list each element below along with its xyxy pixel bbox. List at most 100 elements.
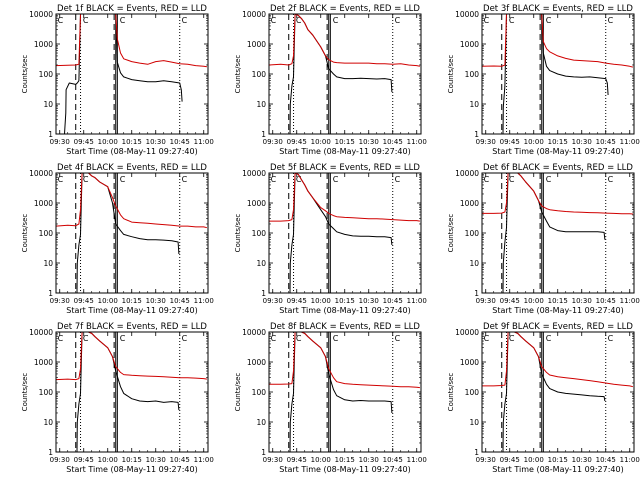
x-tick-label: 10:15 <box>548 138 568 146</box>
plot-frame <box>481 331 635 453</box>
marker-letter: C <box>608 175 614 184</box>
x-tick-label: 10:00 <box>524 297 544 305</box>
x-tick-label: 10:30 <box>572 456 592 464</box>
marker-letter: C <box>395 16 401 25</box>
marker-letter: C <box>271 334 277 343</box>
marker-letter: C <box>58 16 64 25</box>
x-tick-label: 10:45 <box>596 138 616 146</box>
x-tick-label: 10:45 <box>170 138 190 146</box>
y-tick-label: 1 <box>48 289 53 298</box>
x-tick-label: 09:30 <box>263 138 283 146</box>
y-tick-label: 1000 <box>460 40 479 49</box>
y-tick-label: 10000 <box>29 10 53 19</box>
marker-letter: C <box>271 175 277 184</box>
chart-title: Det 5f BLACK = Events, RED = LLD <box>270 163 420 173</box>
y-tick-label: 10000 <box>242 328 266 337</box>
series-line-red <box>269 172 420 222</box>
series-line-red <box>56 13 207 68</box>
chart-title: Det 4f BLACK = Events, RED = LLD <box>57 163 207 173</box>
marker-letter: C <box>120 16 126 25</box>
x-tick-label: 10:45 <box>383 138 403 146</box>
plot-frame <box>481 13 635 135</box>
x-tick-label: 10:00 <box>524 456 544 464</box>
x-tick-label: 09:30 <box>476 456 496 464</box>
y-tick-label: 10000 <box>455 10 479 19</box>
y-tick-label: 100 <box>465 388 480 397</box>
x-tick-label: 10:45 <box>170 297 190 305</box>
y-tick-label: 100 <box>39 70 54 79</box>
marker-letter: C <box>271 16 277 25</box>
y-tick-label: 10 <box>256 259 266 268</box>
y-tick-label: 1 <box>474 289 479 298</box>
marker-letter: C <box>120 175 126 184</box>
chart-panel: Det 6f BLACK = Events, RED = LLD Counts/s… <box>447 163 640 315</box>
x-tick-label: 10:30 <box>359 138 379 146</box>
marker-letter: C <box>546 175 552 184</box>
marker-letter: C <box>120 334 126 343</box>
marker-letter: C <box>182 175 188 184</box>
x-tick-label: 10:00 <box>311 456 331 464</box>
series-line-black <box>502 331 606 453</box>
x-axis-label: Start Time (08-May-11 09:27:40) <box>66 306 197 315</box>
marker-letter: C <box>58 334 64 343</box>
y-tick-label: 10 <box>256 100 266 109</box>
series-line-black <box>76 331 180 453</box>
chart-panel: Det 7f BLACK = Events, RED = LLD Counts/s… <box>21 322 214 474</box>
y-tick-label: 1000 <box>34 40 53 49</box>
y-tick-label: 1000 <box>460 358 479 367</box>
chart-panel: Det 1f BLACK = Events, RED = LLD Counts/s… <box>21 4 214 156</box>
x-tick-label: 09:30 <box>50 456 70 464</box>
x-tick-label: 11:00 <box>407 297 427 305</box>
x-tick-label: 11:00 <box>407 456 427 464</box>
x-tick-label: 11:00 <box>620 456 640 464</box>
y-tick-label: 1 <box>261 130 266 139</box>
y-tick-label: 1000 <box>34 358 53 367</box>
x-tick-label: 10:30 <box>359 456 379 464</box>
x-axis-label: Start Time (08-May-11 09:27:40) <box>279 147 410 156</box>
x-tick-label: 11:00 <box>620 138 640 146</box>
plot-frame <box>268 13 422 135</box>
y-tick-label: 10 <box>256 418 266 427</box>
x-tick-label: 10:30 <box>146 456 166 464</box>
x-tick-label: 10:45 <box>596 456 616 464</box>
marker-letter: C <box>83 334 89 343</box>
chart-panel: Det 9f BLACK = Events, RED = LLD Counts/s… <box>447 322 640 474</box>
x-tick-label: 10:15 <box>122 297 142 305</box>
chart-title: Det 3f BLACK = Events, RED = LLD <box>483 4 633 14</box>
y-axis-label: Counts/sec <box>447 373 455 412</box>
x-tick-label: 10:45 <box>170 456 190 464</box>
marker-letter: C <box>484 334 490 343</box>
y-axis-label: Counts/sec <box>447 55 455 94</box>
x-tick-label: 10:00 <box>524 138 544 146</box>
marker-letter: C <box>395 334 401 343</box>
y-tick-label: 10 <box>43 100 53 109</box>
y-axis-label: Counts/sec <box>21 214 29 253</box>
chart-panel: Det 8f BLACK = Events, RED = LLD Counts/s… <box>234 322 427 474</box>
chart-title: Det 6f BLACK = Events, RED = LLD <box>483 163 633 173</box>
chart-panel: Det 4f BLACK = Events, RED = LLD Counts/s… <box>21 163 214 315</box>
y-axis-label: Counts/sec <box>447 214 455 253</box>
y-axis-label: Counts/sec <box>234 373 242 412</box>
x-tick-label: 10:00 <box>98 456 118 464</box>
marker-letter: C <box>296 16 302 25</box>
x-tick-label: 10:00 <box>98 297 118 305</box>
x-tick-label: 09:45 <box>500 456 520 464</box>
plot-frame <box>268 172 422 294</box>
series-line-red <box>482 172 633 215</box>
plot-frame <box>55 172 209 294</box>
chart-title: Det 1f BLACK = Events, RED = LLD <box>57 4 207 14</box>
x-tick-label: 10:30 <box>359 297 379 305</box>
x-tick-label: 10:15 <box>548 456 568 464</box>
y-axis-label: Counts/sec <box>234 55 242 94</box>
marker-letter: C <box>333 16 339 25</box>
x-tick-label: 09:30 <box>50 138 70 146</box>
marker-letter: C <box>546 334 552 343</box>
y-tick-label: 1000 <box>247 358 266 367</box>
x-axis-label: Start Time (08-May-11 09:27:40) <box>279 306 410 315</box>
marker-letter: C <box>484 175 490 184</box>
chart-title: Det 9f BLACK = Events, RED = LLD <box>483 322 633 332</box>
x-tick-label: 09:30 <box>476 297 496 305</box>
marker-letter: C <box>608 334 614 343</box>
marker-letter: C <box>182 334 188 343</box>
marker-letter: C <box>333 334 339 343</box>
